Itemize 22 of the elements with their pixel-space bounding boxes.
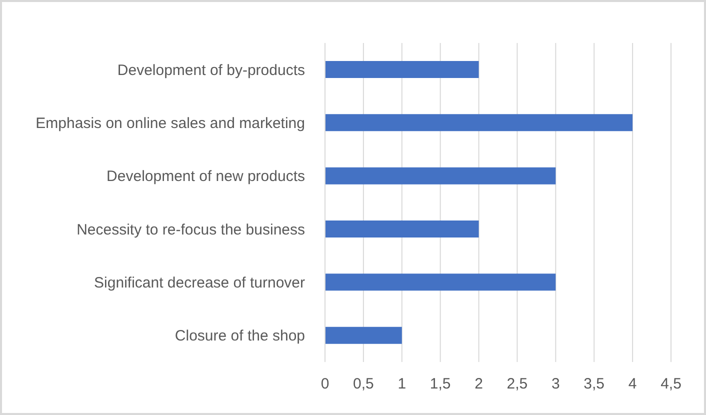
y-tick-label: Necessity to re-focus the business (76, 221, 305, 238)
bar (325, 274, 556, 291)
x-tick-label: 4,5 (660, 376, 682, 393)
x-tick-label: 4 (628, 376, 637, 393)
x-tick-label: 1,5 (430, 376, 451, 393)
bar (325, 167, 556, 184)
y-tick-label: Emphasis on online sales and marketing (36, 115, 305, 132)
bar (325, 326, 402, 344)
x-tick-label: 1 (398, 376, 406, 393)
y-tick-label: Development of new products (106, 168, 305, 186)
x-tick-label: 0 (320, 376, 330, 393)
y-tick-label: Closure of the shop (174, 328, 305, 345)
x-tick-label: 3,5 (584, 376, 605, 393)
x-tick-label: 0,5 (353, 376, 374, 393)
bar (325, 220, 479, 238)
bar (325, 61, 479, 78)
x-tick-label: 2 (474, 376, 483, 393)
y-tick-label: Development of by-products (117, 62, 305, 79)
x-tick-label: 2,5 (506, 376, 528, 393)
bar (325, 114, 633, 132)
y-tick-label: Significant decrease of turnover (94, 274, 306, 292)
x-tick-label: 3 (551, 376, 560, 393)
